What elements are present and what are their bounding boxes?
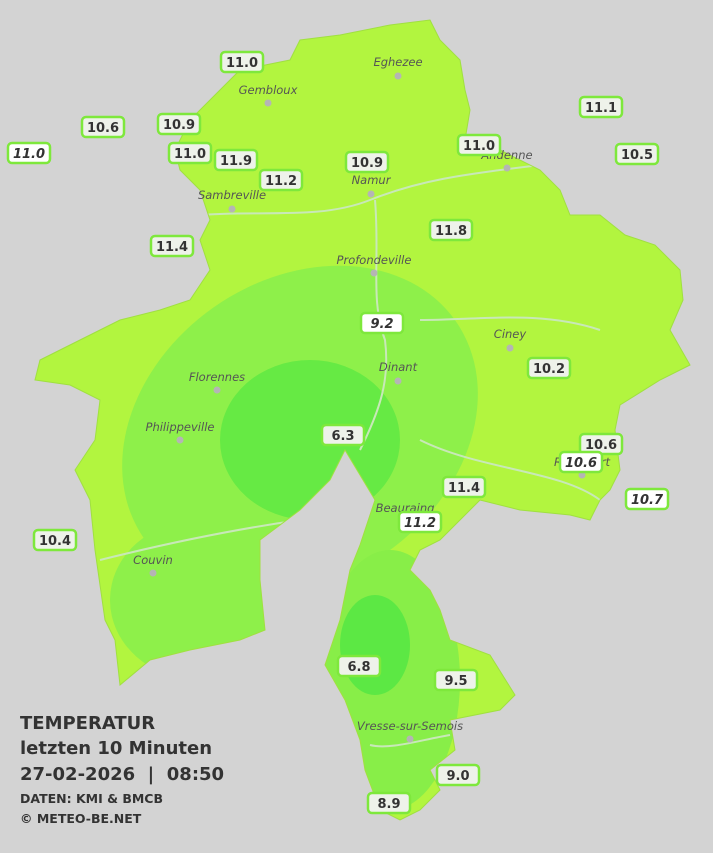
station-box xyxy=(359,311,405,335)
place-dot xyxy=(406,735,414,743)
place-dot xyxy=(176,436,184,444)
station-box xyxy=(366,791,412,815)
river xyxy=(99,164,601,748)
place-label: Philippeville xyxy=(146,420,215,434)
station-value: 10.6 xyxy=(585,438,617,453)
station-value: 11.4 xyxy=(156,240,188,255)
station-value: 9.2 xyxy=(370,317,393,332)
station-value: 11.1 xyxy=(585,101,617,116)
station-box xyxy=(156,112,202,136)
station-box xyxy=(80,115,126,139)
station-value: 11.0 xyxy=(174,147,206,162)
place-label: Dinant xyxy=(379,360,418,374)
station-value: 11.0 xyxy=(463,139,495,154)
station-value: 9.5 xyxy=(444,674,467,689)
station-box xyxy=(32,528,78,552)
station-box xyxy=(526,356,572,380)
station-box xyxy=(433,668,479,692)
station-box xyxy=(167,141,213,165)
border xyxy=(34,19,691,821)
station-value: 10.9 xyxy=(351,156,383,171)
station-box xyxy=(397,510,443,534)
place-dot xyxy=(367,190,375,198)
station-value: 10.2 xyxy=(533,362,565,377)
place-label: Eghezee xyxy=(373,55,422,69)
place-dot xyxy=(394,72,402,80)
place-label: Couvin xyxy=(133,553,173,567)
station-box xyxy=(624,487,670,511)
station-value: 11.2 xyxy=(404,516,436,531)
legend-copyright: © METEO-BE.NET xyxy=(20,811,142,826)
legend-datetime: 27-02-2026 | 08:50 xyxy=(20,764,224,785)
legend-source: DATEN: KMI & BMCB xyxy=(20,791,163,806)
station-value: 10.9 xyxy=(163,118,195,133)
place-label: Gembloux xyxy=(239,83,298,97)
place-label: Namur xyxy=(352,173,392,187)
station-value: 11.8 xyxy=(435,224,467,239)
station-value: 10.5 xyxy=(621,148,653,163)
stations: 11.0 10.6 10.9 11.0 11.0 11.9 11.2 10.9 11.0 11.1… xyxy=(6,50,670,815)
station-value: 10.4 xyxy=(39,534,71,549)
place-dot xyxy=(503,164,511,172)
station-box xyxy=(336,654,382,678)
station-box xyxy=(258,168,304,192)
station-value: 9.0 xyxy=(446,769,469,784)
station-value: 8.9 xyxy=(377,797,400,812)
place-dot xyxy=(264,99,272,107)
zone-cool xyxy=(340,595,410,695)
station-box xyxy=(428,218,474,242)
place-dot xyxy=(213,386,221,394)
station-value: 10.7 xyxy=(631,493,664,508)
station-box xyxy=(213,148,259,172)
place-dot xyxy=(506,344,514,352)
place-label: Vresse-sur-Semois xyxy=(357,719,463,733)
station-box xyxy=(456,133,502,157)
station-box xyxy=(219,50,265,74)
place-label: Ciney xyxy=(494,327,527,341)
place-label: Sambreville xyxy=(198,188,266,202)
station-box xyxy=(441,475,487,499)
zone-mild xyxy=(110,520,290,680)
place-label: Profondeville xyxy=(337,253,412,267)
station-box xyxy=(614,142,660,166)
station-box xyxy=(320,423,366,447)
station-value: 11.4 xyxy=(448,481,480,496)
place-label: Florennes xyxy=(189,370,245,384)
station-value: 6.3 xyxy=(331,429,354,444)
station-value: 11.0 xyxy=(13,147,45,162)
legend-subtitle: letzten 10 Minuten xyxy=(20,738,212,759)
station-box xyxy=(149,234,195,258)
station-box xyxy=(578,95,624,119)
place-dot xyxy=(370,269,378,277)
station-value: 11.9 xyxy=(220,154,252,169)
station-value: 10.6 xyxy=(87,121,119,136)
station-value: 11.0 xyxy=(226,56,258,71)
station-box xyxy=(6,141,52,165)
place-dot xyxy=(228,205,236,213)
station-box xyxy=(435,763,481,787)
station-value: 10.6 xyxy=(565,456,597,471)
place-dot xyxy=(394,377,402,385)
station-value: 6.8 xyxy=(347,660,370,675)
station-value: 11.2 xyxy=(265,174,297,189)
station-box xyxy=(558,450,604,474)
place-dot xyxy=(149,569,157,577)
legend-title: TEMPERATUR xyxy=(20,713,155,734)
station-box xyxy=(344,150,390,174)
